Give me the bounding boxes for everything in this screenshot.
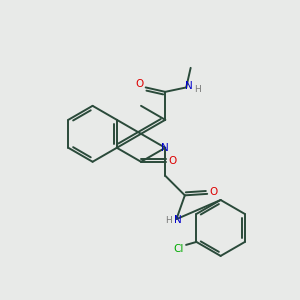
Text: O: O (135, 80, 143, 89)
Text: N: N (185, 81, 193, 91)
Text: Cl: Cl (173, 244, 184, 254)
Text: H: H (165, 215, 172, 224)
Text: O: O (210, 187, 218, 197)
Text: O: O (169, 156, 177, 166)
Text: N: N (174, 215, 182, 225)
Text: H: H (194, 85, 201, 94)
Text: N: N (161, 143, 169, 153)
